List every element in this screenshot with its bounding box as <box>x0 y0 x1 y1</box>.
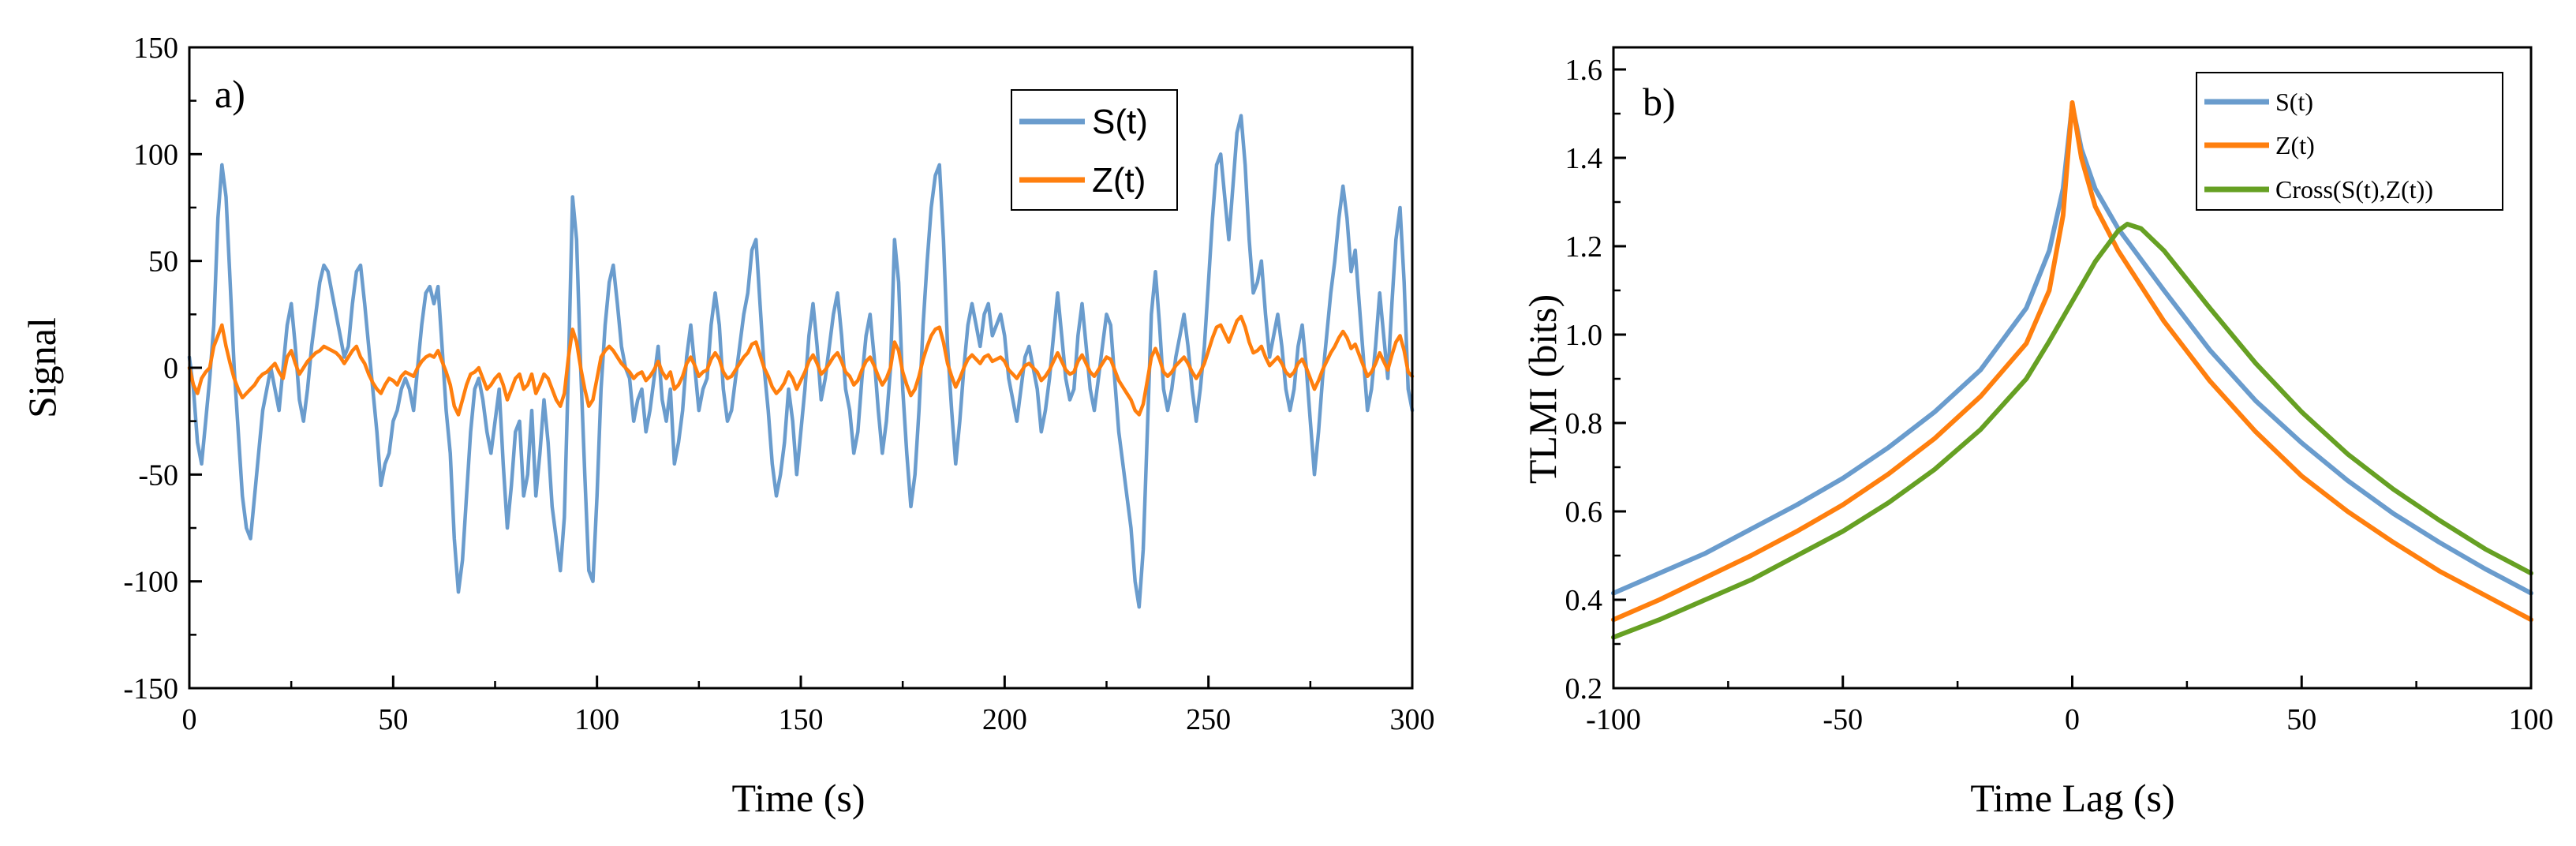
panel-a-legend: S(t) Z(t) <box>1011 89 1178 211</box>
panel-b-legend-label-cross: Cross(S(t),Z(t)) <box>2275 175 2433 204</box>
panel-a-x-tick-label: 200 <box>982 703 1027 736</box>
panel-a-legend-label-s: S(t) <box>1092 103 1148 141</box>
panel-a-y-axis-title: Signal <box>20 317 64 418</box>
panel-a-y-tick-label: 150 <box>133 32 178 65</box>
panel-b-y-tick-label: 0.8 <box>1565 407 1603 440</box>
panel-a-y-tick-label: 0 <box>163 352 178 385</box>
panel-b-y-axis-title: TLMI (bits) <box>1520 294 1565 484</box>
panel-a-x-tick-label: 100 <box>574 703 619 736</box>
panel-a-y-tick-labels: -150 -100 -50 0 50 100 150 <box>123 32 178 706</box>
panel-a-x-tick-label: 250 <box>1186 703 1231 736</box>
panel-b-x-tick-label: 0 <box>2065 703 2080 736</box>
panel-b-y-tick-label: 1.4 <box>1565 142 1603 175</box>
panel-b-x-tick-label: 100 <box>2509 703 2554 736</box>
panel-a-y-tick-label: 50 <box>148 245 178 279</box>
panel-a-x-tick-labels: 0 50 100 150 200 250 300 <box>182 703 1435 736</box>
panel-a-series-line-2 <box>187 314 1415 417</box>
panel-b-x-tick-label: 50 <box>2286 703 2316 736</box>
panel-b-ticks <box>1612 68 2533 690</box>
panel-a-legend-label-z: Z(t) <box>1092 161 1146 200</box>
panel-a-ticks <box>188 46 1414 690</box>
panel-b-y-tick-label: 0.2 <box>1565 672 1603 706</box>
panel-b-label: b) <box>1643 80 1676 124</box>
panel-a-y-tick-label: -100 <box>123 566 178 599</box>
panel-a-series-layer <box>187 114 1415 609</box>
panel-a-x-tick-label: 50 <box>378 703 408 736</box>
panel-b-y-tick-label: 1.2 <box>1565 230 1603 264</box>
panel-b-y-tick-labels: 0.2 0.4 0.6 0.8 1.0 1.2 1.4 1.6 <box>1565 54 1603 706</box>
panel-b-y-tick-label: 0.6 <box>1565 496 1603 529</box>
panel-a-frame <box>188 46 1414 690</box>
panel-b-legend: S(t) Z(t) Cross(S(t),Z(t)) <box>2196 72 2503 211</box>
panel-b-series-layer <box>1611 100 2533 640</box>
panel-b-y-tick-label: 1.0 <box>1565 319 1603 352</box>
panel-b-x-tick-label: -50 <box>1823 703 1863 736</box>
panel-b-legend-label-z: Z(t) <box>2275 131 2315 159</box>
panel-a-y-tick-label: -50 <box>138 459 178 492</box>
panel-b-series-line-3 <box>1611 222 2533 640</box>
panel-b-x-tick-label: -100 <box>1586 703 1641 736</box>
panel-a-label: a) <box>215 72 245 116</box>
panel-b-legend-label-s: S(t) <box>2275 88 2313 116</box>
panel-b-series-line-2 <box>1611 100 2533 623</box>
panel-a: 0 50 100 150 200 250 300 -150-100-50050100150 … <box>20 32 1435 820</box>
panel-b: -100 -50 0 50 100 0.2 0.4 0.6 0.8 1.0 1.2 1.4 1.6 b… <box>1520 46 2554 820</box>
panel-b-y-tick-label: 0.4 <box>1565 584 1603 617</box>
panel-b-x-tick-labels: -100 -50 0 50 100 <box>1586 703 2553 736</box>
panel-b-x-axis-title: Time Lag (s) <box>1970 776 2174 820</box>
panel-a-x-tick-label: 150 <box>779 703 824 736</box>
panel-a-legend-box <box>1011 89 1178 211</box>
panel-b-y-tick-label: 1.6 <box>1565 54 1603 87</box>
panel-a-y-tick-label: 100 <box>133 138 178 171</box>
panel-a-x-axis-title: Time (s) <box>731 776 865 820</box>
panel-a-x-tick-label: 300 <box>1390 703 1435 736</box>
panel-a-y-tick-label: -150 <box>123 672 178 706</box>
panel-a-series-line-1 <box>187 114 1415 609</box>
panel-a-x-tick-label: 0 <box>182 703 197 736</box>
